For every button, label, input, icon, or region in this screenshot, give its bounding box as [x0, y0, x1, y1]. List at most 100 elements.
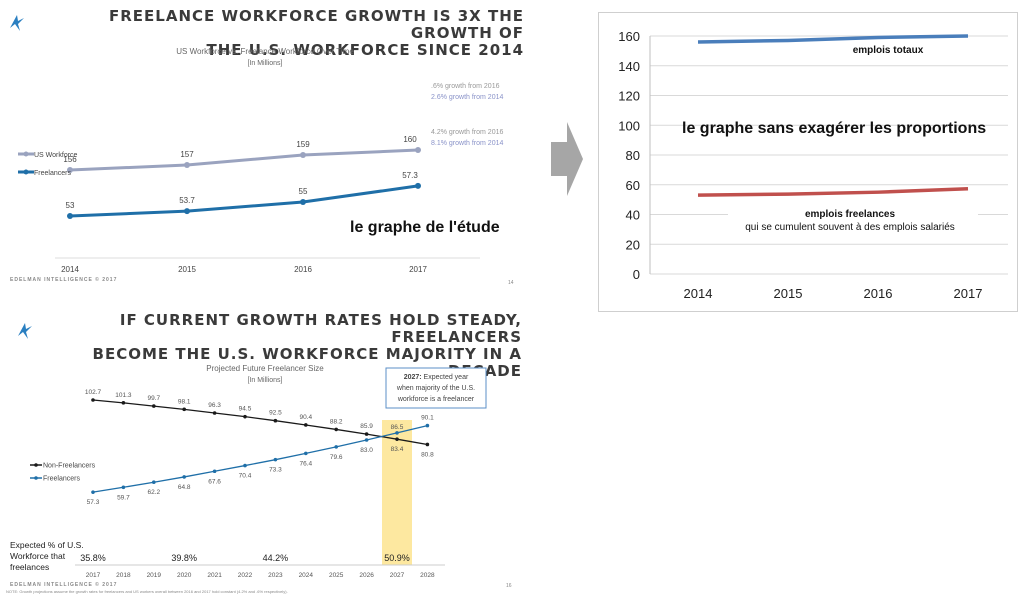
chart-a-overlay-label: le graphe de l'étude: [350, 219, 500, 236]
chart-a-point: [184, 162, 190, 168]
chart-a-point: [415, 182, 421, 189]
chart-c-pct-label: Expected % of U.S.: [10, 540, 84, 550]
chart-c-point: [121, 485, 126, 490]
chart-b-label-totaux: emplois totaux: [853, 45, 924, 56]
chart-a-point: [67, 167, 73, 173]
chart-c-point: [243, 414, 247, 419]
chart-a-annotation: .6% growth from 2016: [431, 83, 500, 90]
chart-c-point: [243, 463, 247, 468]
chart-c-callout-line1: 2027: Expected year: [404, 374, 469, 381]
chart-c-point: [395, 437, 399, 441]
chart-a-annotation: 8.1% growth from 2014: [431, 140, 503, 147]
chart-c-point: [395, 431, 399, 435]
chart-c-point: [304, 451, 308, 456]
chart-a-data-label: 160: [403, 135, 417, 144]
chart-c-x-tick: 2028: [420, 572, 435, 579]
chart-c-point: [182, 407, 186, 412]
chart-a-line-0: [69, 148, 419, 172]
chart-c-point: [425, 442, 430, 447]
top-footer: EDELMAN INTELLIGENCE © 2017: [10, 277, 118, 283]
chart-c-callout-box: [385, 367, 487, 409]
chart-c-pct-value: 35.8%: [80, 553, 106, 563]
chart-c-point: [212, 469, 217, 474]
chart-c-data-label: 57.3: [87, 499, 100, 506]
chart-b-x-tick: 2014: [684, 286, 713, 301]
chart-c-point: [273, 418, 278, 423]
chart-c-pct-value: 44.2%: [263, 553, 289, 563]
chart-b-line-1: [697, 187, 969, 197]
chart-a-data-label: 53.7: [179, 196, 195, 205]
chart-a-subtitle: [In Millions]: [247, 60, 282, 67]
chart-a-data-label: 159: [296, 140, 310, 149]
chart-c-data-label: 79.6: [330, 454, 343, 461]
chart-a-line-1: [69, 184, 419, 218]
bottom-headline: IF CURRENT GROWTH RATES HOLD STEADY, FRE…: [40, 312, 522, 380]
chart-c-legend-label: Freelancers: [43, 476, 80, 483]
chart-c-callout-line3: workforce is a freelancer: [397, 396, 475, 403]
chart-a-point: [300, 152, 306, 158]
chart-c-point: [91, 490, 95, 494]
chart-c-x-tick: 2023: [268, 572, 283, 579]
top-page-number: 14: [508, 280, 514, 286]
chart-a-data-label: 57.3: [402, 171, 418, 180]
chart-c-data-label: 102.7: [85, 389, 102, 396]
chart-b-y-tick: 120: [618, 89, 640, 104]
chart-c-data-label: 96.3: [208, 402, 221, 409]
chart-c-data-label: 99.7: [147, 395, 160, 402]
chart-a-title: US Workforce vs. Freelance Workforce Ove…: [176, 47, 354, 56]
study-chart: US Workforce vs. Freelance Workforce Ove…: [18, 47, 503, 274]
chart-c-legend-marker: [34, 476, 38, 480]
chart-a-data-label: 157: [180, 150, 194, 159]
chart-c-pct-value: 50.9%: [384, 553, 410, 563]
chart-c-x-tick: 2021: [207, 572, 222, 579]
chart-a-x-tick: 2015: [178, 265, 196, 274]
chart-c-pct-value: 39.8%: [171, 553, 197, 563]
chart-c-data-label: 64.8: [178, 484, 191, 491]
chart-a-x-tick: 2017: [409, 265, 427, 274]
chart-b-y-tick: 60: [626, 178, 640, 193]
bottom-note: NOTE: Growth projections assume the grow…: [6, 589, 288, 594]
chart-c-line-0: [92, 399, 428, 446]
chart-c-point: [152, 480, 156, 485]
chart-c-point: [182, 475, 186, 479]
chart-b-y-tick: 100: [618, 118, 640, 133]
bottom-headline-line1: IF CURRENT GROWTH RATES HOLD STEADY, FRE…: [119, 311, 522, 346]
chart-c-x-tick: 2027: [390, 572, 405, 579]
chart-c-x-tick: 2024: [299, 572, 314, 579]
chart-c-point: [121, 401, 126, 405]
chart-c-point: [152, 404, 156, 408]
chart-c-point: [304, 423, 308, 427]
chart-a-legend-marker: [23, 151, 29, 157]
chart-b-label-freelances: emplois freelances: [805, 209, 895, 220]
chart-c-x-tick: 2019: [147, 572, 162, 579]
chart-a-annotation: 4.2% growth from 2016: [431, 129, 503, 136]
chart-b-x-tick: 2017: [954, 286, 983, 301]
chart-b-y-tick: 80: [626, 148, 640, 163]
chart-c-data-label: 59.7: [117, 494, 130, 501]
chart-c-data-label: 90.4: [299, 414, 312, 421]
chart-c-data-label: 92.5: [269, 410, 282, 417]
chart-c-data-label: 88.2: [330, 418, 343, 425]
top-headline: FREELANCE WORKFORCE GROWTH IS 3X THE GRO…: [40, 8, 524, 59]
chart-c-x-tick: 2020: [177, 572, 192, 579]
chart-b-line-0: [697, 34, 969, 44]
chart-c-data-label: 98.1: [178, 398, 191, 405]
chart-c-x-tick: 2022: [238, 572, 253, 579]
chart-c-legend-marker: [34, 463, 38, 467]
chart-c-data-label: 83.4: [391, 446, 404, 453]
chart-c-data-label: 76.4: [299, 460, 312, 467]
chart-c-data-label: 86.5: [391, 424, 404, 431]
chart-b-y-tick: 0: [633, 267, 640, 282]
chart-a-data-label: 53: [66, 201, 75, 210]
chart-a-point: [300, 199, 306, 205]
chart-c-data-label: 70.4: [239, 473, 252, 480]
chart-c-x-tick: 2026: [359, 572, 374, 579]
chart-c-data-label: 83.0: [360, 447, 373, 454]
chart-a-x-tick: 2016: [294, 265, 312, 274]
chart-c-data-label: 73.3: [269, 467, 282, 474]
chart-c-line-1: [92, 424, 428, 493]
chart-c-data-label: 67.6: [208, 478, 221, 485]
chart-c-pct-label: Workforce that: [10, 551, 66, 561]
edelman-logo-icon: [10, 15, 24, 31]
chart-b-y-tick: 140: [618, 59, 640, 74]
